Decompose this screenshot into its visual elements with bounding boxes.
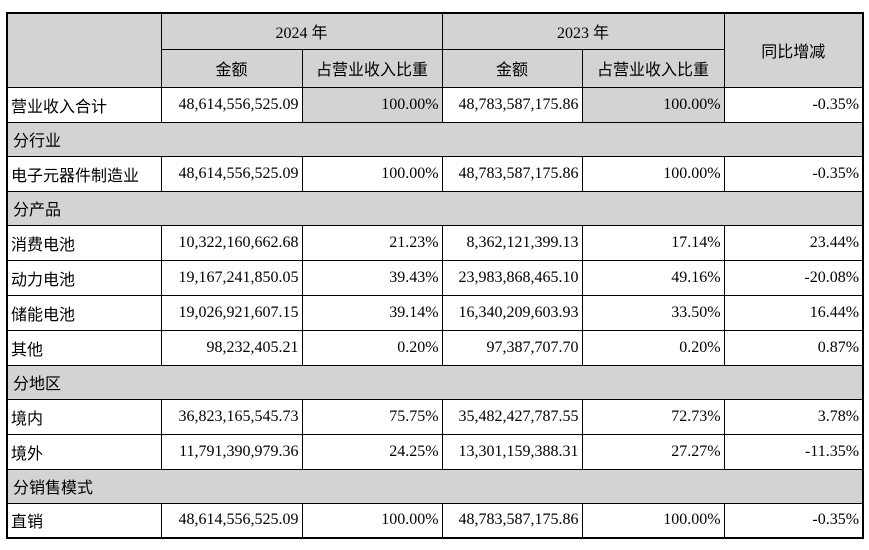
section-row: 分行业 xyxy=(6,121,864,157)
share-2024-cell: 100.00% xyxy=(301,155,443,192)
yoy-cell: -0.35% xyxy=(723,86,864,123)
row-label: 其他 xyxy=(6,329,162,366)
yoy-cell: 23.44% xyxy=(723,224,864,261)
header-corner-cell xyxy=(6,12,162,88)
share-2023-cell: 72.73% xyxy=(581,398,725,435)
amount-2024-cell: 48,614,556,525.09 xyxy=(160,155,303,192)
share-2024-cell: 21.23% xyxy=(301,224,443,261)
amount-2024-cell: 10,322,160,662.68 xyxy=(160,224,303,261)
header-amount-2024: 金额 xyxy=(160,48,303,88)
amount-2023-cell: 23,983,868,465.10 xyxy=(441,259,583,296)
amount-2023-cell: 8,362,121,399.13 xyxy=(441,224,583,261)
share-2023-cell: 0.20% xyxy=(581,329,725,366)
section-label: 分行业 xyxy=(6,121,864,157)
amount-2023-cell: 13,301,159,388.31 xyxy=(441,433,583,470)
header-share-2023: 占营业收入比重 xyxy=(581,48,725,88)
share-2024-cell: 75.75% xyxy=(301,398,443,435)
revenue-breakdown-table: 2024 年 2023 年 同比增减 金额 占营业收入比重 金额 占营业收入比重… xyxy=(6,12,865,539)
section-row: 分销售模式 xyxy=(6,468,864,504)
row-label: 直销 xyxy=(6,502,162,539)
section-label: 分地区 xyxy=(6,364,864,400)
table-row: 营业收入合计 48,614,556,525.09 100.00% 48,783,587… xyxy=(6,86,864,123)
amount-2023-cell: 97,387,707.70 xyxy=(441,329,583,366)
share-2023-cell: 49.16% xyxy=(581,259,725,296)
yoy-cell: -0.35% xyxy=(723,155,864,192)
yoy-cell: 16.44% xyxy=(723,294,864,331)
share-2023-cell: 27.27% xyxy=(581,433,725,470)
amount-2023-cell: 48,783,587,175.86 xyxy=(441,86,583,123)
header-row-measures: 金额 占营业收入比重 金额 占营业收入比重 xyxy=(7,48,863,88)
row-label: 动力电池 xyxy=(6,259,162,296)
yoy-cell: 0.87% xyxy=(723,329,864,366)
table-row: 动力电池 19,167,241,850.05 39.43% 23,983,868,46… xyxy=(6,259,864,296)
row-label: 储能电池 xyxy=(6,294,162,331)
section-label: 分产品 xyxy=(6,190,864,226)
amount-2024-cell: 48,614,556,525.09 xyxy=(160,502,303,539)
share-2023-cell: 100.00% xyxy=(581,155,725,192)
row-label: 境内 xyxy=(6,398,162,435)
header-yoy: 同比增减 xyxy=(723,12,864,88)
share-2024-cell: 39.43% xyxy=(301,259,443,296)
yoy-cell: -11.35% xyxy=(723,433,864,470)
row-label: 境外 xyxy=(6,433,162,470)
amount-2023-cell: 16,340,209,603.93 xyxy=(441,294,583,331)
share-2024-cell: 0.20% xyxy=(301,329,443,366)
section-row: 分地区 xyxy=(6,364,864,400)
amount-2024-cell: 11,791,390,979.36 xyxy=(160,433,303,470)
amount-2023-cell: 35,482,427,787.55 xyxy=(441,398,583,435)
row-label: 消费电池 xyxy=(6,224,162,261)
share-2024-cell: 39.14% xyxy=(301,294,443,331)
amount-2023-cell: 48,783,587,175.86 xyxy=(441,155,583,192)
table-header: 2024 年 2023 年 同比增减 金额 占营业收入比重 金额 占营业收入比重 xyxy=(6,12,864,88)
table-row: 境外 11,791,390,979.36 24.25% 13,301,159,388.… xyxy=(6,433,864,470)
share-2023-cell: 17.14% xyxy=(581,224,725,261)
amount-2024-cell: 19,026,921,607.15 xyxy=(160,294,303,331)
header-row-years: 2024 年 2023 年 同比增减 xyxy=(6,12,864,88)
header-year-2024: 2024 年 xyxy=(160,12,443,50)
share-2024-cell: 100.00% xyxy=(301,86,443,123)
amount-2024-cell: 98,232,405.21 xyxy=(160,329,303,366)
table-row: 电子元器件制造业 48,614,556,525.09 100.00% 48,783,5… xyxy=(6,155,864,192)
table-body: 营业收入合计 48,614,556,525.09 100.00% 48,783,587… xyxy=(6,86,864,539)
share-2024-cell: 24.25% xyxy=(301,433,443,470)
amount-2024-cell: 48,614,556,525.09 xyxy=(160,86,303,123)
share-2023-cell: 100.00% xyxy=(581,86,725,123)
section-row: 分产品 xyxy=(6,190,864,226)
table-row: 直销 48,614,556,525.09 100.00% 48,783,587,175… xyxy=(6,502,864,539)
yoy-cell: -0.35% xyxy=(723,502,864,539)
share-2023-cell: 100.00% xyxy=(581,502,725,539)
table-row: 消费电池 10,322,160,662.68 21.23% 8,362,121,399… xyxy=(6,224,864,261)
section-label: 分销售模式 xyxy=(6,468,864,504)
header-year-2023: 2023 年 xyxy=(441,12,725,50)
table-row: 其他 98,232,405.21 0.20% 97,387,707.70 0.20% 0.… xyxy=(6,329,864,366)
row-label: 营业收入合计 xyxy=(6,86,162,123)
yoy-cell: 3.78% xyxy=(723,398,864,435)
table-row: 境内 36,823,165,545.73 75.75% 35,482,427,787.… xyxy=(6,398,864,435)
amount-2024-cell: 36,823,165,545.73 xyxy=(160,398,303,435)
header-share-2024: 占营业收入比重 xyxy=(301,48,443,88)
row-label: 电子元器件制造业 xyxy=(6,155,162,192)
table-row: 储能电池 19,026,921,607.15 39.14% 16,340,209,60… xyxy=(6,294,864,331)
header-amount-2023: 金额 xyxy=(441,48,583,88)
amount-2024-cell: 19,167,241,850.05 xyxy=(160,259,303,296)
amount-2023-cell: 48,783,587,175.86 xyxy=(441,502,583,539)
yoy-cell: -20.08% xyxy=(723,259,864,296)
share-2023-cell: 33.50% xyxy=(581,294,725,331)
share-2024-cell: 100.00% xyxy=(301,502,443,539)
